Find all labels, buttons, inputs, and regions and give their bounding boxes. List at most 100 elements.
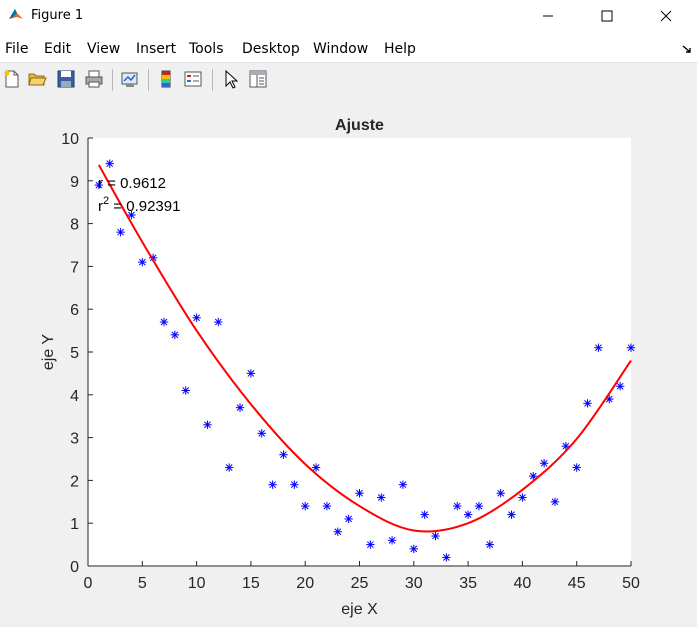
data-point xyxy=(626,343,636,352)
data-point xyxy=(138,257,147,267)
chart[interactable]: Ajuste 0 5 10 15 20 25 30 35 40 45 50012345678910 … xyxy=(0,97,697,622)
data-point xyxy=(214,317,223,327)
print-icon[interactable] xyxy=(84,69,104,89)
data-point xyxy=(453,501,462,511)
y-tick-label: 7 xyxy=(70,259,79,276)
menu-help[interactable]: Help xyxy=(384,41,416,57)
menu-tools[interactable]: Tools xyxy=(189,41,224,57)
r2-annotation: r2 = 0.92391 xyxy=(98,195,180,215)
data-point xyxy=(496,489,505,498)
y-tick-label: 9 xyxy=(70,174,79,191)
chart-title: Ajuste xyxy=(335,117,384,134)
data-point xyxy=(539,459,549,468)
x-tick-label: 10 xyxy=(188,575,206,592)
data-point xyxy=(246,369,256,378)
data-point xyxy=(116,227,125,237)
menu-window[interactable]: Window xyxy=(313,41,369,57)
data-point xyxy=(301,501,310,511)
link-plot-icon[interactable] xyxy=(120,69,140,89)
data-point xyxy=(170,330,180,340)
data-point xyxy=(94,180,104,190)
menu-edit[interactable]: Edit xyxy=(44,41,72,57)
property-editor-icon[interactable] xyxy=(248,69,268,89)
data-point xyxy=(518,493,527,502)
data-point xyxy=(268,480,277,489)
data-point xyxy=(420,510,429,519)
x-tick-label: 35 xyxy=(459,575,477,592)
data-point xyxy=(583,399,592,408)
data-point xyxy=(290,480,299,489)
data-point xyxy=(311,463,321,472)
y-axis-label: eje Y xyxy=(40,334,57,371)
close-button[interactable] xyxy=(643,0,689,32)
x-tick-label: 30 xyxy=(405,575,423,592)
data-point xyxy=(127,210,136,220)
x-tick-label: 20 xyxy=(296,575,314,592)
x-axis-label: eje X xyxy=(341,601,378,618)
colorbar-icon[interactable] xyxy=(156,69,176,89)
r-annotation: r = 0.9612 xyxy=(98,175,166,192)
open-file-icon[interactable] xyxy=(27,69,47,89)
y-tick-label: 1 xyxy=(70,516,79,533)
save-icon[interactable] xyxy=(56,69,76,89)
data-point xyxy=(387,536,397,545)
menu-file[interactable]: File xyxy=(5,41,29,57)
data-point xyxy=(474,501,484,511)
data-point xyxy=(105,159,114,168)
menu-insert[interactable]: Insert xyxy=(136,41,177,57)
toolbar xyxy=(0,62,697,98)
x-tick-label: 5 xyxy=(138,575,147,592)
data-point xyxy=(594,343,603,352)
x-tick-label: 15 xyxy=(242,575,260,592)
y-tick-label: 8 xyxy=(70,217,79,234)
menu-desktop[interactable]: Desktop xyxy=(242,41,300,57)
y-tick-label: 5 xyxy=(70,345,79,362)
toolbar-separator xyxy=(212,69,213,91)
toolbar-separator xyxy=(112,69,113,91)
plot-layer xyxy=(94,159,636,562)
maximize-button[interactable] xyxy=(584,0,630,32)
data-point xyxy=(203,420,212,429)
title-bar: Figure 1 xyxy=(0,0,697,32)
data-point xyxy=(224,463,234,472)
data-point xyxy=(159,317,169,327)
data-point xyxy=(333,527,342,536)
new-figure-icon[interactable] xyxy=(2,69,22,89)
close-icon xyxy=(660,10,672,22)
maximize-icon xyxy=(601,10,613,22)
r2-base: r xyxy=(98,198,103,215)
data-point xyxy=(572,463,581,472)
y-tick-label: 2 xyxy=(70,473,79,490)
data-point xyxy=(442,553,451,562)
data-point xyxy=(463,510,473,519)
data-point xyxy=(355,489,364,498)
y-tick-label: 10 xyxy=(61,131,79,148)
x-tick-label: 25 xyxy=(351,575,369,592)
data-point xyxy=(615,382,625,391)
toolbar-separator xyxy=(148,69,149,91)
data-point xyxy=(344,514,353,524)
y-tick-label: 3 xyxy=(70,431,79,448)
legend-icon[interactable] xyxy=(183,69,203,89)
data-point xyxy=(366,540,375,549)
minimize-icon xyxy=(543,15,553,17)
x-tick-label: 40 xyxy=(514,575,532,592)
fit-curve xyxy=(97,164,632,533)
minimize-button[interactable] xyxy=(525,0,571,32)
edit-plot-icon[interactable] xyxy=(221,69,241,89)
data-point xyxy=(409,544,418,554)
data-point xyxy=(235,403,245,412)
data-point xyxy=(398,480,408,489)
window-title: Figure 1 xyxy=(31,8,84,23)
data-point xyxy=(431,531,440,541)
r2-exponent: 2 xyxy=(103,195,109,207)
x-tick-label: 0 xyxy=(84,575,93,592)
menu-bar: File Edit View Insert Tools Desktop Wind… xyxy=(0,32,697,62)
x-tick-label: 50 xyxy=(622,575,640,592)
data-point xyxy=(181,386,190,395)
y-tick-label: 0 xyxy=(70,559,79,576)
dock-arrow-icon[interactable] xyxy=(682,44,692,54)
data-point xyxy=(377,493,386,502)
menu-view[interactable]: View xyxy=(87,41,121,57)
figure-area: Ajuste 0 5 10 15 20 25 30 35 40 45 50 0 1 2 3 4 5 6 7 8 9 10 … xyxy=(0,97,697,622)
